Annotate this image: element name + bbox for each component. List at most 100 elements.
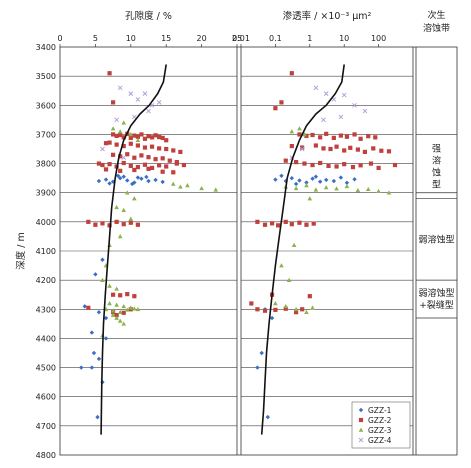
porosity-point-gzz-3 <box>114 204 119 210</box>
permeability-point-gzz-2 <box>273 307 278 312</box>
porosity-x-tick-label: 25 <box>232 34 242 43</box>
porosity-point-gzz-1 <box>132 180 137 185</box>
porosity-point-gzz-2 <box>160 169 165 174</box>
porosity-point-gzz-2 <box>160 156 165 161</box>
permeability-point-gzz-2 <box>297 220 302 225</box>
porosity-point-gzz-2 <box>146 134 151 139</box>
permeability-point-gzz-1 <box>297 178 302 183</box>
zone-label-line: 溶 <box>432 154 441 166</box>
legend-marker-gzz-4 <box>358 437 364 443</box>
permeability-point-gzz-1 <box>255 365 260 370</box>
porosity-point-gzz-1 <box>100 257 105 262</box>
permeability-point-gzz-2 <box>279 100 284 105</box>
porosity-point-gzz-3 <box>199 185 204 191</box>
permeability-point-gzz-2 <box>376 165 381 171</box>
permeability-point-gzz-1 <box>331 178 337 184</box>
zone-header-line: 次生 <box>427 9 445 21</box>
porosity-point-gzz-3 <box>124 307 130 312</box>
porosity-point-gzz-2 <box>118 154 123 159</box>
porosity-point-gzz-2 <box>132 167 137 173</box>
porosity-point-gzz-1 <box>93 272 98 277</box>
y-tick-label: 3400 <box>36 43 56 52</box>
porosity-point-gzz-4 <box>135 97 141 102</box>
permeability-point-gzz-2 <box>310 132 315 138</box>
porosity-point-gzz-1 <box>160 179 165 185</box>
porosity-point-gzz-2 <box>107 162 112 167</box>
permeability-point-gzz-3 <box>293 185 299 191</box>
porosity-point-gzz-1 <box>103 315 109 321</box>
permeability-point-gzz-2 <box>307 294 312 299</box>
permeability-point-gzz-2 <box>289 143 294 149</box>
porosity-point-gzz-2 <box>142 136 148 141</box>
porosity-point-gzz-4 <box>146 108 151 114</box>
porosity-point-gzz-2 <box>157 163 162 168</box>
porosity-point-gzz-2 <box>149 144 155 149</box>
permeability-point-gzz-3 <box>297 126 302 131</box>
permeability-point-gzz-4 <box>299 146 305 152</box>
permeability-point-gzz-2 <box>331 135 336 141</box>
permeability-point-gzz-2 <box>289 222 294 227</box>
porosity-point-gzz-2 <box>135 222 140 227</box>
permeability-point-gzz-2 <box>348 145 353 150</box>
permeability-series-gzz-1 <box>255 173 357 420</box>
y-tick-label: 3900 <box>36 189 56 198</box>
permeability-point-gzz-4 <box>313 85 319 91</box>
porosity-point-gzz-3 <box>121 321 127 326</box>
permeability-point-gzz-3 <box>323 185 329 190</box>
porosity-point-gzz-2 <box>118 132 123 138</box>
porosity-point-gzz-2 <box>171 148 176 153</box>
legend-label-gzz-1: GZZ-1 <box>368 406 392 415</box>
permeability-point-gzz-1 <box>313 174 319 179</box>
permeability-point-gzz-1 <box>310 176 315 181</box>
porosity-point-gzz-3 <box>170 181 176 186</box>
porosity-point-gzz-3 <box>117 234 123 239</box>
zone-header-line: 溶蚀带 <box>423 22 450 34</box>
porosity-point-gzz-1 <box>89 365 95 370</box>
permeability-x-tick-label: 10 <box>339 34 349 43</box>
porosity-point-gzz-3 <box>128 132 134 137</box>
porosity-point-gzz-1 <box>103 336 109 341</box>
porosity-point-gzz-2 <box>121 160 126 166</box>
porosity-point-gzz-4 <box>128 91 134 96</box>
permeability-point-gzz-2 <box>352 132 357 137</box>
permeability-point-gzz-2 <box>255 219 260 224</box>
permeability-point-gzz-2 <box>326 163 331 169</box>
permeability-point-gzz-3 <box>286 277 292 282</box>
permeability-point-gzz-1 <box>289 175 295 181</box>
permeability-point-gzz-2 <box>276 223 281 228</box>
permeability-point-gzz-3 <box>307 196 313 201</box>
permeability-point-gzz-3 <box>344 183 350 189</box>
y-tick-label: 4100 <box>36 247 56 256</box>
porosity-point-gzz-2 <box>142 145 148 150</box>
porosity-point-gzz-4 <box>142 91 148 96</box>
y-tick-label: 3600 <box>36 101 56 110</box>
porosity-point-gzz-1 <box>79 365 84 370</box>
permeability-point-gzz-3 <box>313 187 319 192</box>
permeability-point-gzz-3 <box>355 187 361 193</box>
porosity-point-gzz-2 <box>139 153 144 158</box>
porosity-point-gzz-2 <box>114 219 119 224</box>
permeability-point-gzz-4 <box>323 91 329 96</box>
permeability-point-gzz-2 <box>311 221 316 226</box>
porosity-point-gzz-3 <box>135 137 141 143</box>
permeability-point-gzz-1 <box>265 414 270 420</box>
legend-marker-gzz-3 <box>358 427 364 432</box>
porosity-point-gzz-3 <box>100 277 105 282</box>
permeability-point-gzz-1 <box>344 180 350 186</box>
porosity-point-gzz-2 <box>125 152 130 157</box>
porosity-point-gzz-1 <box>139 176 144 181</box>
permeability-point-gzz-1 <box>269 315 275 321</box>
porosity-point-gzz-3 <box>117 309 123 314</box>
permeability-point-gzz-2 <box>342 148 347 153</box>
porosity-point-gzz-2 <box>139 132 144 137</box>
porosity-point-gzz-2 <box>128 163 133 169</box>
permeability-point-gzz-3 <box>283 303 289 309</box>
porosity-point-gzz-2 <box>153 133 158 138</box>
porosity-point-gzz-2 <box>118 168 123 173</box>
porosity-point-gzz-2 <box>103 141 109 146</box>
y-tick-label: 3700 <box>36 130 56 139</box>
permeability-x-axis-title: 渗透率 / ×10⁻³ μm² <box>283 10 372 22</box>
permeability-x-tick-label: 100 <box>371 34 386 43</box>
porosity-point-gzz-4 <box>156 100 162 105</box>
